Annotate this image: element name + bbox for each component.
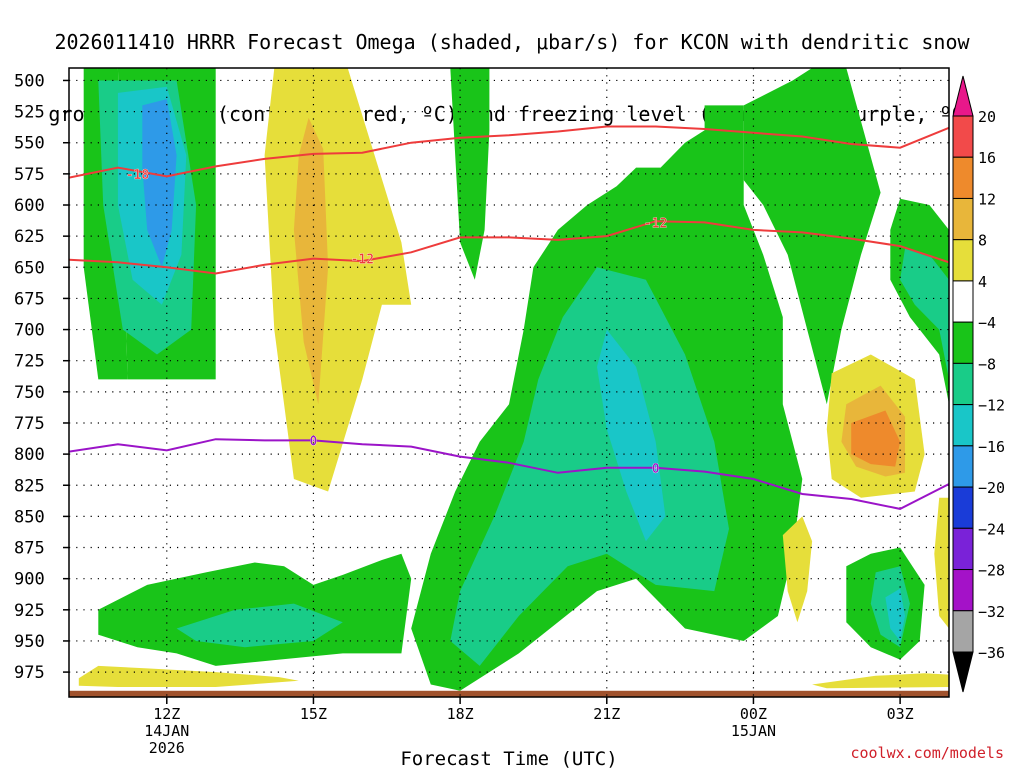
colorbar-label-4: 4	[978, 273, 987, 291]
plot-area: -18 -12 -12 0 0	[69, 68, 949, 697]
colorbar-label-5: −4	[978, 314, 996, 332]
y-tick-label-600: 600	[14, 196, 45, 216]
colorbar-label-12: −32	[978, 603, 1005, 621]
omega-region-18	[900, 248, 949, 380]
contour-label-1: -12	[351, 253, 374, 268]
contour-dendritic--12	[69, 220, 949, 275]
y-tick-label-725: 725	[14, 352, 45, 372]
y-tick-label-675: 675	[14, 289, 45, 309]
x-tick-label-18Z: 18Z	[447, 705, 474, 723]
omega-region-13	[176, 603, 343, 648]
colorbar-bottom-arrow	[952, 651, 974, 693]
colorbar-label-2: 12	[978, 190, 996, 208]
x-tick-label-03Z: 03Z	[887, 705, 914, 723]
source-credit: coolwx.com/models	[850, 744, 1004, 762]
omega-region-4	[142, 99, 177, 268]
title-line-1: 2026011410 HRRR Forecast Omega (shaded, …	[54, 30, 970, 54]
y-tick-label-575: 575	[14, 165, 45, 185]
colorbar-box-7	[952, 404, 974, 447]
y-tick-label-700: 700	[14, 321, 45, 341]
y-tick-label-975: 975	[14, 663, 45, 683]
y-tick-label-775: 775	[14, 414, 45, 434]
colorbar-box-1	[952, 156, 974, 199]
colorbar-label-1: 16	[978, 149, 996, 167]
colorbar-label-8: −16	[978, 438, 1005, 456]
colorbar-label-10: −24	[978, 520, 1005, 538]
colorbar-label-3: 8	[978, 232, 987, 250]
colorbar-box-8	[952, 445, 974, 488]
contour-label-2: -12	[644, 216, 667, 231]
colorbar-label-0: 20	[978, 108, 996, 126]
y-tick-label-625: 625	[14, 227, 45, 247]
colorbar-box-2	[952, 197, 974, 241]
colorbar-label-7: −12	[978, 397, 1005, 415]
colorbar-label-6: −8	[978, 355, 996, 373]
omega-region-10	[450, 267, 729, 666]
colorbar-label-11: −28	[978, 562, 1005, 580]
x-tick-label-12Z: 12Z	[153, 705, 180, 723]
omega-region-5	[264, 68, 412, 492]
axes: 500 525 550 575 600 625 650 675 700 725 750 775 800 8…	[14, 67, 950, 768]
terrain-strip	[69, 690, 949, 697]
y-tick-label-550: 550	[14, 134, 45, 154]
x-tick-label-15Z: 15Z	[300, 705, 327, 723]
x-tick-sublabel-12Z: 14JAN	[144, 722, 189, 740]
colorbar-label-9: −20	[978, 479, 1005, 497]
omega-region-11	[597, 329, 666, 542]
x-tick-year-12Z: 2026	[149, 739, 185, 757]
plot-frame	[68, 67, 950, 698]
y-tick-label-650: 650	[14, 258, 45, 278]
omega-region-24	[78, 665, 299, 687]
colorbar-box-3	[952, 239, 974, 282]
omega-region-8	[743, 68, 881, 405]
contour-label-0: -18	[126, 168, 150, 183]
plot-clip-group: -18 -12 -12 0 0	[69, 68, 949, 697]
colorbar-top-arrow	[952, 75, 974, 117]
y-tick-label-950: 950	[14, 632, 45, 652]
contour-dendritic--18	[69, 125, 949, 179]
colorbar: 20 16 12 8 4 −4 −8 −12 −16 −20 −24 −28 −32 −36	[952, 75, 1005, 693]
contour-freezing-level	[69, 438, 949, 510]
colorbar-box-0	[952, 115, 974, 158]
y-tick-label-900: 900	[14, 570, 45, 590]
colorbar-box-10	[952, 527, 974, 571]
x-tick-label-21Z: 21Z	[593, 705, 620, 723]
omega-region-7	[450, 68, 490, 280]
y-tick-label-800: 800	[14, 445, 45, 465]
colorbar-box-12	[952, 610, 974, 653]
y-tick-label-750: 750	[14, 383, 45, 403]
omega-region-22	[782, 516, 813, 623]
omega-region-25	[812, 673, 949, 689]
x-axis-label: Forecast Time (UTC)	[400, 748, 617, 768]
colorbar-box-6	[952, 362, 974, 406]
contour-label-4: 0	[652, 462, 660, 477]
colorbar-box-5	[952, 321, 974, 364]
y-tick-label-925: 925	[14, 601, 45, 621]
omega-region-16	[851, 410, 901, 467]
x-tick-label-00Z: 00Z	[740, 705, 767, 723]
x-tick-sublabel-00Z: 15JAN	[731, 722, 776, 740]
y-tick-label-825: 825	[14, 476, 45, 496]
colorbar-box-11	[952, 569, 974, 612]
y-tick-label-500: 500	[14, 71, 45, 91]
colorbar-box-9	[952, 486, 974, 529]
omega-region-6	[293, 117, 329, 405]
contour-label-3: 0	[310, 434, 318, 449]
colorbar-label-13: −36	[978, 644, 1005, 662]
omega-region-23	[934, 497, 949, 629]
y-tick-label-875: 875	[14, 539, 45, 559]
y-tick-label-525: 525	[14, 103, 45, 123]
y-tick-label-850: 850	[14, 507, 45, 527]
colorbar-box-4	[952, 280, 974, 323]
